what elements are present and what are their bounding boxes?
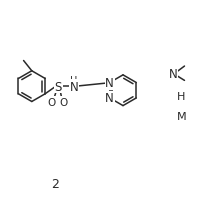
Text: N: N (105, 92, 113, 105)
Text: S: S (54, 80, 62, 93)
Text: M: M (176, 111, 185, 121)
Text: O: O (47, 97, 55, 107)
Text: N: N (168, 68, 177, 81)
Text: H: H (176, 92, 185, 102)
Text: H: H (70, 76, 77, 86)
Text: N: N (105, 77, 113, 90)
Text: O: O (59, 97, 67, 107)
Text: N: N (69, 80, 78, 93)
Text: 2: 2 (51, 177, 59, 190)
